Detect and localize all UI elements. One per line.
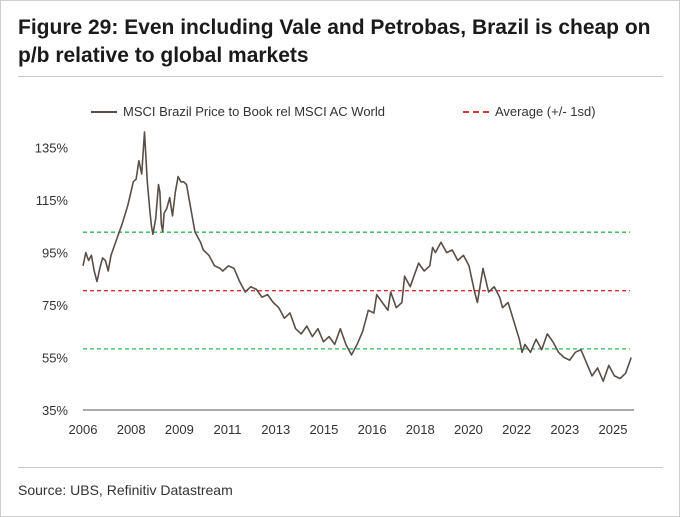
source-divider (18, 467, 663, 468)
reference-lines (83, 231, 630, 350)
x-tick-label: 2008 (117, 422, 146, 437)
x-tick-label: 2011 (214, 422, 242, 437)
y-tick-label: 115% (36, 193, 69, 208)
y-tick-label: 95% (42, 246, 68, 261)
x-tick-label: 2025 (599, 422, 628, 437)
legend-swatch-solid-line (91, 110, 117, 113)
title-divider (18, 76, 663, 77)
y-axis-labels: 135% 115% 95% 75% 55% 35% (35, 141, 69, 418)
x-tick-label: 2009 (165, 422, 194, 437)
legend-label-average: Average (+/- 1sd) (495, 104, 596, 119)
x-tick-label: 2020 (454, 422, 483, 437)
x-tick-label: 2022 (502, 422, 531, 437)
legend-label-price-to-book: MSCI Brazil Price to Book rel MSCI AC Wo… (123, 104, 385, 119)
x-tick-label: 2013 (261, 422, 290, 437)
x-axis-labels: 2006 2008 2009 2011 2013 2015 2016 2018 2020 2022… (69, 422, 628, 437)
source-note: Source: UBS, Refinitiv Datastream (18, 482, 233, 498)
chart-title: Figure 29: Even including Vale and Petro… (18, 16, 651, 67)
x-tick-label: 2023 (550, 422, 579, 437)
legend-item-price-to-book: MSCI Brazil Price to Book rel MSCI AC Wo… (91, 104, 385, 119)
x-tick-label: 2018 (406, 422, 435, 437)
x-tick-label: 2006 (69, 422, 98, 437)
y-tick-label: 75% (42, 298, 68, 313)
x-tick-label: 2015 (309, 422, 338, 437)
y-tick-label: 55% (42, 351, 68, 366)
y-tick-label: 135% (35, 141, 69, 156)
legend-swatch-dashed-line (463, 110, 489, 113)
x-tick-label: 2016 (358, 422, 387, 437)
y-tick-label: 35% (42, 403, 68, 418)
chart-legend: MSCI Brazil Price to Book rel MSCI AC Wo… (1, 104, 680, 124)
legend-item-average: Average (+/- 1sd) (463, 104, 596, 119)
series-line-price-to-book (82, 131, 632, 382)
